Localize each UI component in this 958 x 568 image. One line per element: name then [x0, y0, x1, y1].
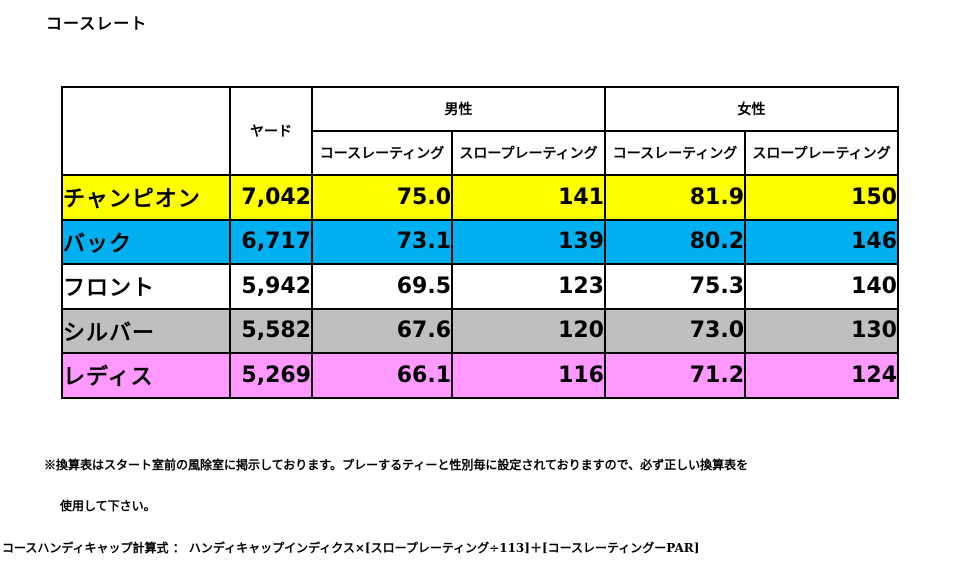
women-header: 女性: [604, 86, 899, 132]
men-course-rating-value: 69.5: [311, 263, 453, 310]
tee-name: シルバー: [61, 307, 231, 354]
yard-value: 5,582: [229, 307, 313, 354]
table-row: バック 6,717 73.1 139 80.2 146: [61, 218, 899, 265]
women-slope-rating-value: 150: [744, 174, 899, 221]
women-course-rating-header: コースレーティング: [604, 130, 746, 176]
tee-name: フロント: [61, 263, 231, 310]
table-row: レディス 5,269 66.1 116 71.2 124: [61, 352, 899, 399]
women-course-rating-value: 80.2: [604, 218, 746, 265]
table-row: チャンピオン 7,042 75.0 141 81.9 150: [61, 174, 899, 221]
women-course-rating-value: 75.3: [604, 263, 746, 310]
yard-value: 5,269: [229, 352, 313, 399]
men-course-rating-value: 67.6: [311, 307, 453, 354]
tee-name: レディス: [61, 352, 231, 399]
women-slope-rating-value: 124: [744, 352, 899, 399]
men-course-rating-header: コースレーティング: [311, 130, 453, 176]
yard-value: 7,042: [229, 174, 313, 221]
table-row: シルバー 5,582 67.6 120 73.0 130: [61, 307, 899, 354]
women-slope-rating-value: 146: [744, 218, 899, 265]
note-line-2: 使用して下さい。: [60, 499, 156, 513]
women-slope-rating-header: スロープレーティング: [744, 130, 899, 176]
tee-name: チャンピオン: [61, 174, 231, 221]
course-rate-table: ヤード 男性 女性 コースレーティング スロープレーティング コースレーティング…: [61, 86, 899, 399]
men-slope-rating-value: 116: [451, 352, 606, 399]
handicap-formula: コースハンディキャップ計算式 ： ハンディキャップインディクス×[スロープレーテ…: [2, 541, 700, 555]
yard-header: ヤード: [229, 86, 313, 176]
note-line-1: ※換算表はスタート室前の風除室に掲示しております。プレーするティーと性別毎に設定…: [44, 458, 749, 472]
women-slope-rating-value: 140: [744, 263, 899, 310]
men-slope-rating-value: 123: [451, 263, 606, 310]
men-slope-rating-value: 139: [451, 218, 606, 265]
women-slope-rating-value: 130: [744, 307, 899, 354]
men-course-rating-value: 75.0: [311, 174, 453, 221]
men-slope-rating-value: 120: [451, 307, 606, 354]
men-course-rating-value: 73.1: [311, 218, 453, 265]
men-header: 男性: [311, 86, 606, 132]
yard-value: 6,717: [229, 218, 313, 265]
corner-header-cell: [61, 86, 231, 176]
tee-name: バック: [61, 218, 231, 265]
women-course-rating-value: 81.9: [604, 174, 746, 221]
yard-value: 5,942: [229, 263, 313, 310]
women-course-rating-value: 71.2: [604, 352, 746, 399]
table-row: フロント 5,942 69.5 123 75.3 140: [61, 263, 899, 310]
women-course-rating-value: 73.0: [604, 307, 746, 354]
men-course-rating-value: 66.1: [311, 352, 453, 399]
page-title: コースレート: [46, 14, 148, 33]
men-slope-rating-header: スロープレーティング: [451, 130, 606, 176]
men-slope-rating-value: 141: [451, 174, 606, 221]
